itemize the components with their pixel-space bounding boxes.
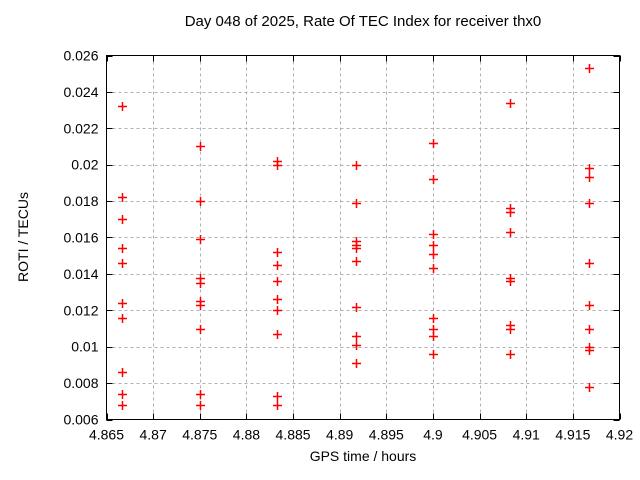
x-tick-label: 4.895 (369, 427, 404, 443)
data-point (506, 99, 515, 108)
x-tick-label: 4.915 (555, 427, 590, 443)
data-point (196, 279, 205, 288)
x-tick-label: 4.88 (233, 427, 260, 443)
x-tick-label: 4.9 (423, 427, 443, 443)
data-point (273, 248, 282, 257)
data-point (352, 199, 361, 208)
chart-title: Day 048 of 2025, Rate Of TEC Index for r… (184, 13, 542, 30)
data-point (273, 392, 282, 401)
y-tick-label: 0.01 (71, 339, 98, 355)
data-point (585, 64, 594, 73)
data-point (352, 161, 361, 170)
data-point (273, 306, 282, 315)
data-point (273, 277, 282, 286)
data-point (118, 401, 127, 410)
data-point (196, 301, 205, 310)
data-point (118, 259, 127, 268)
data-point (585, 199, 594, 208)
y-tick-label: 0.012 (63, 302, 98, 318)
data-point (585, 383, 594, 392)
data-point (585, 346, 594, 355)
data-point (273, 401, 282, 410)
data-point (352, 359, 361, 368)
y-tick-label: 0.02 (71, 157, 98, 173)
data-point (429, 139, 438, 148)
data-point (118, 390, 127, 399)
data-point (196, 142, 205, 151)
data-point (585, 301, 594, 310)
x-tick-label: 4.92 (606, 427, 633, 443)
data-point (585, 173, 594, 182)
data-point (506, 228, 515, 237)
data-point (429, 250, 438, 259)
data-point (273, 161, 282, 170)
y-tick-label: 0.008 (63, 375, 98, 391)
data-point (429, 332, 438, 341)
data-point (118, 368, 127, 377)
data-point (118, 244, 127, 253)
data-point (585, 259, 594, 268)
data-point (352, 257, 361, 266)
data-point (429, 241, 438, 250)
data-point (196, 325, 205, 334)
data-point (118, 299, 127, 308)
plot-border (106, 55, 620, 420)
data-point (196, 390, 205, 399)
data-point (506, 208, 515, 217)
x-tick-label: 4.875 (182, 427, 217, 443)
data-point (429, 350, 438, 359)
x-tick-label: 4.865 (89, 427, 124, 443)
data-point (506, 277, 515, 286)
data-point (273, 330, 282, 339)
x-tick-label: 4.87 (140, 427, 167, 443)
x-tick-label: 4.89 (326, 427, 353, 443)
data-point (118, 215, 127, 224)
y-tick-label: 0.006 (63, 412, 98, 428)
y-tick-label: 0.022 (63, 120, 98, 136)
y-tick-label: 0.018 (63, 193, 98, 209)
data-point (352, 332, 361, 341)
y-tick-label: 0.024 (63, 84, 98, 100)
data-point (273, 261, 282, 270)
data-point (429, 230, 438, 239)
data-point (118, 102, 127, 111)
data-point (196, 197, 205, 206)
data-point (118, 314, 127, 323)
data-point (196, 401, 205, 410)
data-point (352, 341, 361, 350)
data-point (585, 164, 594, 173)
data-point (429, 264, 438, 273)
data-point (352, 303, 361, 312)
data-point (429, 314, 438, 323)
y-tick-label: 0.026 (63, 48, 98, 64)
data-point (429, 175, 438, 184)
x-axis-label: GPS time / hours (309, 448, 417, 464)
data-point (273, 295, 282, 304)
data-point (506, 325, 515, 334)
data-point (196, 235, 205, 244)
x-tick-label: 4.885 (276, 427, 311, 443)
x-tick-label: 4.91 (513, 427, 540, 443)
data-point (118, 193, 127, 202)
y-tick-label: 0.014 (63, 266, 98, 282)
data-point (352, 244, 361, 253)
data-point (506, 350, 515, 359)
y-tick-label: 0.016 (63, 230, 98, 246)
data-point (585, 325, 594, 334)
x-tick-label: 4.905 (462, 427, 497, 443)
